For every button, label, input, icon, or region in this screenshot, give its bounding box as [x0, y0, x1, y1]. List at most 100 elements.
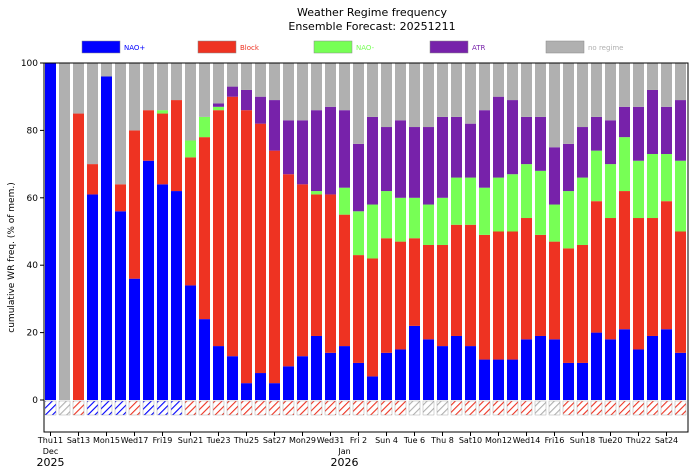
dominant-regime-box-13: [226, 400, 239, 416]
x-tick-label-2: Sat13: [67, 436, 90, 445]
bar-noregime-8: [157, 63, 168, 111]
bar-noregime-5: [115, 63, 126, 185]
bar-nao-35: [535, 335, 546, 400]
x-tick-label-14: Thu25: [233, 436, 259, 445]
y-axis: 0 20 40 60 80 100: [21, 59, 44, 406]
dominant-regime-box-8: [156, 400, 169, 416]
bar-noregime-12: [213, 63, 224, 104]
bar-noregime-19: [311, 63, 322, 111]
bar-nao-11: [199, 319, 210, 400]
bar-noregime-34: [521, 63, 532, 117]
bar-nao-6: [129, 278, 140, 400]
dominant-regime-box-18: [296, 400, 309, 416]
bar-block-9: [171, 100, 182, 192]
bar-nao-36: [549, 204, 560, 242]
bar-noregime-24: [381, 63, 392, 128]
bar-atr-12: [213, 103, 224, 107]
dominant-regime-box-42: [632, 400, 645, 416]
bar-atr-22: [353, 143, 364, 212]
bar-nao-8: [157, 184, 168, 400]
dominant-regime-box-45: [674, 400, 687, 416]
bar-nao-4: [101, 76, 112, 400]
bar-noregime-18: [297, 63, 308, 121]
bar-nao-44: [661, 329, 672, 400]
bar-block-5: [115, 184, 126, 212]
bar-noregime-45: [675, 63, 686, 101]
bar-block-42: [633, 218, 644, 350]
y-tick-label-0: 0: [32, 396, 38, 406]
bar-nao-10: [185, 285, 196, 400]
bar-nao-19: [311, 191, 322, 195]
dominant-regime-box-29: [450, 400, 463, 416]
legend-label-noregime: no regime: [588, 44, 624, 52]
bar-noregime-23: [367, 63, 378, 117]
legend-swatch-atr: [429, 40, 469, 54]
bar-atr-34: [521, 116, 532, 165]
bar-nao-24: [381, 352, 392, 400]
dominant-regime-box-12: [212, 400, 225, 416]
legend-swatch-noregime: [545, 40, 585, 54]
bar-nao-39: [591, 332, 602, 400]
bar-block-20: [325, 194, 336, 353]
bar-block-28: [437, 244, 448, 347]
bar-nao-37: [563, 362, 574, 400]
bar-atr-36: [549, 147, 560, 205]
bar-noregime-39: [591, 63, 602, 117]
dominant-regime-box-40: [604, 400, 617, 416]
bar-atr-16: [269, 100, 280, 151]
bar-nao-11: [199, 116, 210, 138]
dominant-regime-box-15: [254, 400, 267, 416]
bar-nao-14: [241, 383, 252, 400]
bar-noregime-28: [437, 63, 448, 117]
bar-nao-27: [423, 204, 434, 245]
dominant-regime-box-25: [394, 400, 407, 416]
y-tick-label-80: 80: [27, 126, 39, 136]
chart-title: Weather Regime frequency: [297, 6, 447, 19]
bar-atr-28: [437, 116, 448, 198]
bar-nao-25: [395, 349, 406, 400]
y-tick-label-100: 100: [21, 59, 38, 69]
y-tick-label-60: 60: [27, 194, 39, 204]
bar-block-41: [619, 191, 630, 330]
dominant-regime-box-43: [646, 400, 659, 416]
dominant-regime-box-28: [436, 400, 449, 416]
bar-atr-26: [409, 127, 420, 198]
bar-nao-31: [479, 359, 490, 400]
x-tick-label-20: Wed31: [317, 436, 345, 445]
bar-nao-16: [269, 383, 280, 400]
x-tick-label-38: Sun18: [570, 436, 595, 445]
dominant-regime-box-32: [492, 400, 505, 416]
bar-noregime-35: [535, 63, 546, 117]
bar-nao-38: [577, 177, 588, 245]
bar-atr-43: [647, 89, 658, 154]
x-tick-label-16: Sat27: [263, 436, 286, 445]
x-tick-label-24: Sun 4: [375, 436, 398, 445]
dominant-regime-box-14: [240, 400, 253, 416]
legend-label-nao: NAO+: [124, 44, 145, 52]
bar-nao-28: [437, 197, 448, 245]
x-tick-label-34: Wed14: [513, 436, 541, 445]
bar-noregime-32: [493, 63, 504, 97]
bar-nao-20: [325, 352, 336, 400]
bar-block-21: [339, 214, 350, 347]
bar-atr-17: [283, 120, 294, 175]
dominant-regime-box-3: [86, 400, 99, 416]
bar-atr-21: [339, 110, 350, 188]
bar-block-39: [591, 201, 602, 333]
x-tick-label-8: Fri19: [153, 436, 173, 445]
legend-swatch-nao: [313, 40, 353, 54]
bar-block-27: [423, 244, 434, 340]
bar-nao-10: [185, 140, 196, 158]
bar-nao-29: [451, 177, 462, 225]
bar-nao-24: [381, 191, 392, 239]
bar-block-25: [395, 241, 406, 350]
dominant-regime-box-7: [142, 400, 155, 416]
bar-block-35: [535, 234, 546, 336]
dominant-regime-box-21: [338, 400, 351, 416]
dominant-regime-box-38: [576, 400, 589, 416]
bar-nao-17: [283, 366, 294, 400]
bar-atr-31: [479, 110, 490, 188]
legend-label-atr: ATR: [472, 44, 486, 52]
bar-atr-14: [241, 89, 252, 111]
bar-atr-30: [465, 123, 476, 178]
